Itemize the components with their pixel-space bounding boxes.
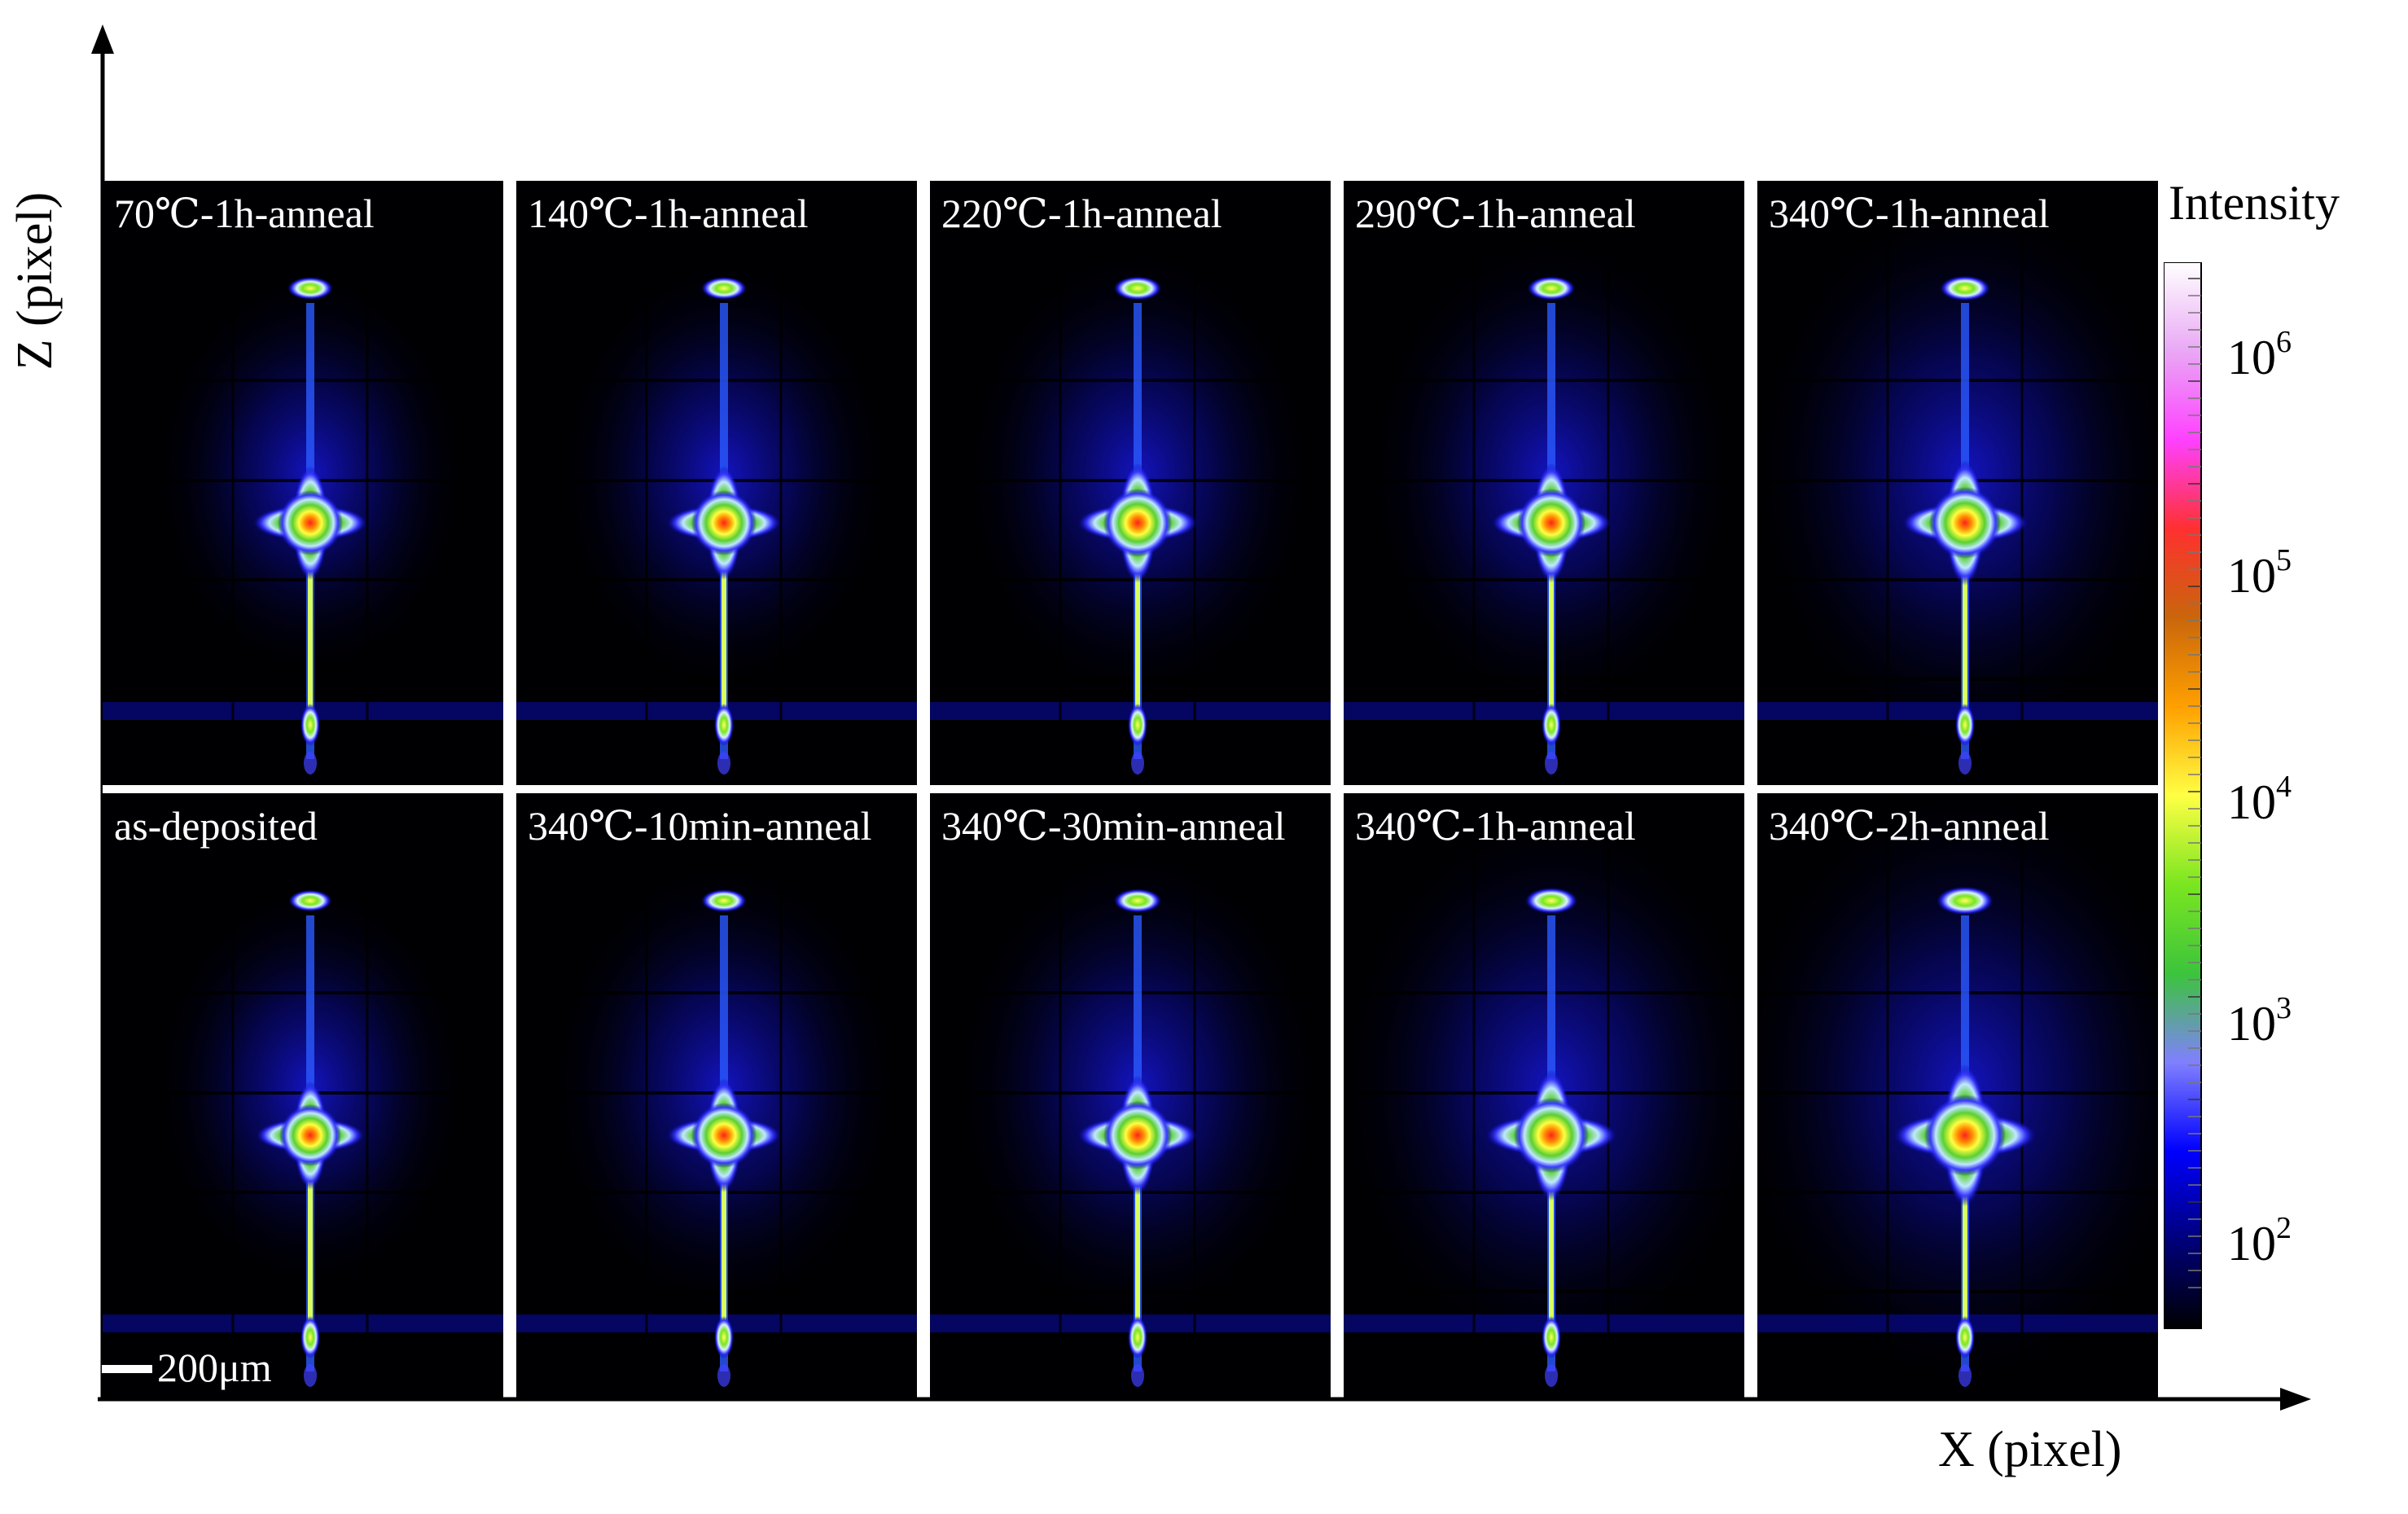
direct-beam-spot: [714, 1316, 734, 1358]
colorbar-tick-label: 105: [2227, 543, 2292, 603]
direct-beam-spot: [300, 704, 320, 746]
top-reflection-spot: [288, 889, 332, 912]
beamstop-shadow: [304, 752, 317, 775]
specular-rod-core: [308, 523, 313, 735]
top-reflection-spot: [701, 889, 747, 912]
yoneda-peak-center: [691, 490, 757, 555]
panel-label: as-deposited: [114, 803, 318, 849]
beamstop-shadow: [717, 752, 730, 775]
specular-rod-core: [1549, 523, 1554, 735]
colorbar-tick-label: 103: [2227, 991, 2292, 1051]
x-axis-arrowhead: [2280, 1388, 2311, 1411]
scattering-pattern: [516, 793, 917, 1398]
row-separator: [103, 785, 2158, 793]
colorbar-tick-label: 106: [2227, 325, 2292, 384]
direct-beam-spot: [1955, 1316, 1975, 1358]
top-reflection-spot: [701, 277, 747, 300]
yoneda-peak-center: [1103, 1101, 1172, 1170]
colorbar-tick-label: 104: [2227, 770, 2292, 829]
panel-label: 340℃-1h-anneal: [1769, 191, 2050, 236]
scattering-pattern: [103, 181, 503, 785]
yoneda-peak-center: [1924, 1095, 2006, 1176]
direct-beam-spot: [300, 1316, 320, 1358]
top-reflection-spot: [1527, 276, 1576, 301]
z-axis-arrowhead: [91, 24, 114, 54]
specular-rod-core: [1963, 523, 1967, 735]
specular-rod-core: [1135, 1135, 1140, 1347]
scattering-panel: as-deposited: [103, 793, 503, 1398]
specular-rod-core: [722, 523, 726, 735]
scale-bar: [102, 1365, 152, 1373]
panel-label: 340℃-2h-anneal: [1769, 803, 2050, 849]
colorbar: [2164, 262, 2202, 1329]
scattering-panel: 340℃-2h-anneal: [1757, 793, 2158, 1398]
scattering-pattern: [1757, 793, 2158, 1398]
scattering-pattern: [1757, 181, 2158, 785]
top-reflection-spot: [1940, 275, 1990, 301]
scattering-panel: 340℃-10min-anneal: [516, 793, 917, 1398]
scattering-panel: 340℃-30min-anneal: [930, 793, 1331, 1398]
top-reflection-spot: [1113, 889, 1162, 913]
direct-beam-spot: [1128, 1316, 1147, 1358]
specular-rod-core: [1549, 1135, 1554, 1347]
yoneda-peak-center: [1514, 1098, 1589, 1173]
scattering-pattern: [1344, 181, 1744, 785]
scale-bar-label: 200μm: [157, 1345, 272, 1390]
colorbar-tick-label: 102: [2227, 1211, 2292, 1270]
scattering-panel: 340℃-1h-anneal: [1344, 793, 1744, 1398]
beamstop-shadow: [1958, 752, 1972, 775]
specular-rod-core: [722, 1135, 726, 1347]
beamstop-shadow: [1545, 1364, 1558, 1387]
scattering-pattern: [103, 793, 503, 1398]
specular-rod-core: [1963, 1135, 1967, 1347]
panel-label: 340℃-30min-anneal: [941, 803, 1286, 849]
top-reflection-spot: [287, 277, 333, 300]
scattering-pattern: [1344, 793, 1744, 1398]
scattering-panel: 220℃-1h-anneal: [930, 181, 1331, 785]
scattering-panel: 140℃-1h-anneal: [516, 181, 917, 785]
scattering-panel: 290℃-1h-anneal: [1344, 181, 1744, 785]
beamstop-shadow: [1131, 1364, 1144, 1387]
specular-rod-core: [1135, 523, 1140, 735]
direct-beam-spot: [1542, 704, 1561, 746]
top-reflection-spot: [1113, 276, 1162, 301]
panel-label: 290℃-1h-anneal: [1355, 191, 1636, 236]
panel-label: 140℃-1h-anneal: [528, 191, 809, 236]
z-axis-label: Z (pixel): [7, 191, 63, 371]
beamstop-shadow: [1958, 1364, 1972, 1387]
panel-label: 340℃-10min-anneal: [528, 803, 872, 849]
yoneda-peak-center: [1103, 489, 1172, 557]
scattering-pattern: [516, 181, 917, 785]
scattering-panel: 70℃-1h-anneal: [103, 181, 503, 785]
direct-beam-spot: [714, 704, 734, 746]
scattering-panel: 340℃-1h-anneal: [1757, 181, 2158, 785]
top-reflection-spot: [1524, 887, 1578, 915]
panel-label: 70℃-1h-anneal: [114, 191, 375, 236]
yoneda-peak-center: [278, 490, 343, 555]
yoneda-peak-center: [1929, 487, 2001, 559]
panel-label: 220℃-1h-anneal: [941, 191, 1222, 236]
specular-rod-core: [308, 1135, 313, 1347]
panel-label: 340℃-1h-anneal: [1355, 803, 1636, 849]
scattering-pattern: [930, 793, 1331, 1398]
direct-beam-spot: [1955, 704, 1975, 746]
yoneda-peak-center: [691, 1103, 757, 1168]
beamstop-shadow: [1131, 752, 1144, 775]
yoneda-peak-center: [1517, 489, 1586, 557]
colorbar-title: Intensity: [2169, 176, 2340, 230]
beamstop-shadow: [717, 1364, 730, 1387]
beamstop-shadow: [304, 1364, 317, 1387]
scattering-pattern: [930, 181, 1331, 785]
colorbar-minor-ticks: [2188, 278, 2201, 1288]
colorbar-gradient: [2164, 262, 2202, 1329]
beamstop-shadow: [1545, 752, 1558, 775]
direct-beam-spot: [1542, 1316, 1561, 1358]
yoneda-peak-center: [279, 1104, 341, 1166]
top-reflection-spot: [1936, 886, 1994, 915]
x-axis-label: X (pixel): [1938, 1422, 2122, 1477]
direct-beam-spot: [1128, 704, 1147, 746]
